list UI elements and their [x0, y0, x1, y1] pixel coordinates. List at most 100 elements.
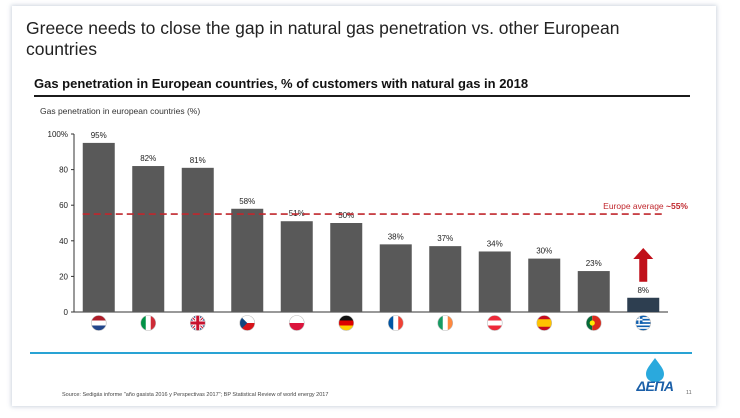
flag-spain-icon — [536, 315, 552, 331]
flag-stripe — [635, 317, 651, 320]
flag-portugal-icon — [586, 315, 602, 331]
flag-poland-icon — [289, 315, 305, 331]
bar-italy — [132, 166, 165, 312]
flag-border — [288, 315, 305, 331]
bar-austria — [478, 251, 511, 312]
flag-border — [338, 315, 355, 331]
flag-austria-icon — [487, 315, 503, 331]
flag-border — [635, 315, 652, 331]
chart-subtitle: Gas penetration in European countries, %… — [34, 76, 529, 91]
subtitle-divider — [34, 95, 690, 97]
up-arrow-shaft-icon — [639, 258, 648, 282]
data-label: 37% — [437, 234, 453, 243]
data-label: 58% — [239, 197, 255, 206]
flag-stripe — [91, 320, 107, 326]
page-number: 11 — [686, 390, 692, 396]
flag-stripe — [145, 315, 152, 331]
flag-stripe — [239, 315, 255, 323]
flag-stripe — [586, 315, 593, 331]
flag-france-icon — [388, 315, 404, 331]
flag-italy-icon — [140, 315, 156, 331]
slide — [12, 6, 716, 406]
flag-stripe — [487, 320, 503, 326]
data-label: 50% — [338, 211, 354, 220]
flag-stripe — [635, 328, 651, 331]
flag-stripe — [487, 325, 503, 331]
flag-emblem — [589, 320, 595, 326]
flag-ireland-icon — [437, 315, 453, 331]
flag-united-kingdom-icon — [190, 315, 206, 331]
flag-border — [486, 315, 503, 331]
flag-stripe — [536, 319, 552, 327]
flag-border — [585, 315, 602, 331]
flag-cross-red — [190, 321, 206, 325]
flag-stripe — [487, 315, 503, 321]
flag-stripe — [635, 318, 651, 321]
flag-stripe — [338, 320, 354, 326]
flag-netherlands-icon — [91, 315, 107, 331]
flag-stripe — [635, 322, 651, 325]
bar-united-kingdom — [181, 167, 214, 312]
flag-stripe — [150, 315, 156, 331]
flag-stripe — [635, 323, 651, 326]
flag-stripe — [635, 320, 651, 323]
flag-czech-republic-icon — [239, 315, 255, 331]
bar-germany — [330, 223, 363, 312]
flag-stripe — [140, 315, 147, 331]
flag-stripe — [635, 327, 651, 330]
flag-greece-icon — [635, 315, 651, 331]
slide-title: Greece needs to close the gap in natural… — [26, 18, 620, 59]
data-label: 34% — [487, 239, 503, 248]
flag-stripe — [388, 315, 394, 331]
bar-czech-republic — [231, 208, 264, 312]
y-tick-label: 80 — [59, 166, 68, 175]
bar-ireland — [429, 246, 462, 312]
y-tick-label: 20 — [59, 272, 68, 281]
bar-france — [379, 244, 412, 312]
flag-stripe — [393, 315, 399, 331]
data-label: 23% — [586, 259, 602, 268]
up-arrow-head-icon — [633, 248, 654, 259]
flag-stripe — [592, 315, 602, 331]
flag-border — [239, 315, 256, 331]
flag-border — [536, 315, 553, 331]
flag-stripe — [239, 323, 255, 331]
bar-netherlands — [82, 142, 115, 312]
flag-stripe — [338, 315, 354, 321]
depa-logo-icon — [646, 358, 664, 382]
flag-border — [189, 315, 206, 331]
source-note: Source: Sedigás informe "año gasista 201… — [62, 392, 329, 398]
flag-stripe — [289, 323, 305, 331]
bar-portugal — [577, 271, 610, 312]
flag-germany-icon — [338, 315, 354, 331]
europe-average-label: Europe average ~55% — [603, 201, 688, 211]
footer-divider — [30, 352, 692, 354]
data-label: 30% — [536, 247, 552, 256]
flag-stripe — [398, 315, 404, 331]
chart-title: Gas penetration in european countries (%… — [40, 106, 201, 116]
flag-stripe — [442, 315, 449, 331]
y-tick-label: 40 — [59, 237, 68, 246]
avg-label-value: ~55% — [666, 201, 688, 211]
flag-stripe — [338, 325, 354, 331]
y-tick-label: 0 — [64, 308, 69, 317]
data-label: 95% — [91, 131, 107, 140]
flag-border — [437, 315, 454, 331]
flag-border — [387, 315, 404, 331]
y-tick-label: 100% — [48, 130, 68, 139]
flag-stripe — [635, 315, 651, 318]
flag-stripe — [91, 325, 107, 331]
flag-stripe — [91, 315, 107, 321]
bar-greece — [627, 297, 660, 312]
data-label: 8% — [637, 286, 649, 295]
flag-border — [140, 315, 157, 331]
y-tick-label: 60 — [59, 201, 68, 210]
bar-poland — [280, 221, 313, 312]
flag-stripe — [437, 315, 444, 331]
flag-stripe — [447, 315, 453, 331]
flag-stripe — [289, 315, 305, 323]
data-label: 38% — [388, 232, 404, 241]
flag-cross — [635, 318, 643, 321]
flag-triangle — [239, 315, 248, 331]
